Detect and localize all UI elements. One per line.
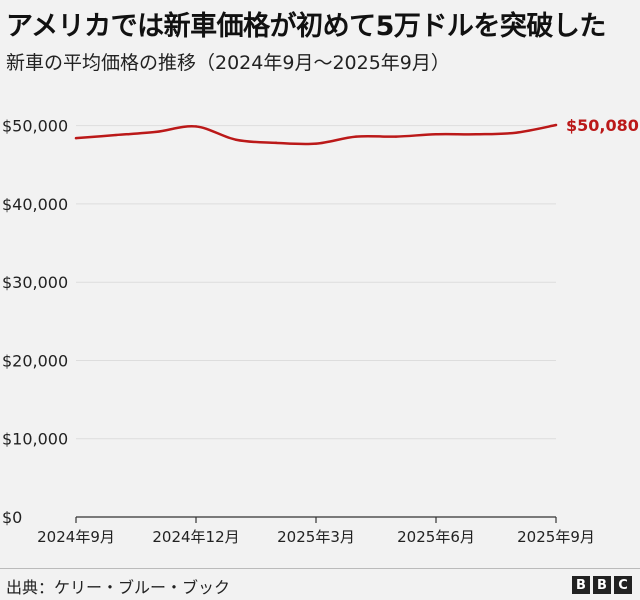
y-tick-label: $10,000 bbox=[2, 430, 68, 449]
footer-divider bbox=[0, 568, 640, 569]
y-tick-label: $50,000 bbox=[2, 117, 68, 136]
data-point bbox=[154, 130, 158, 134]
series-line bbox=[74, 123, 558, 146]
logo-letter: C bbox=[614, 576, 632, 594]
data-point bbox=[434, 133, 438, 136]
data-point bbox=[234, 138, 238, 141]
data-point bbox=[514, 131, 518, 134]
x-tick-label: 2024年12月 bbox=[152, 528, 239, 546]
x-tick-label: 2024年9月 bbox=[37, 528, 115, 546]
data-point bbox=[274, 141, 278, 145]
data-point bbox=[114, 133, 118, 137]
end-value-label: $50,080 bbox=[566, 116, 639, 135]
bbc-logo: B B C bbox=[572, 576, 632, 594]
source-note: 出典：ケリー・ブルー・ブック bbox=[6, 578, 231, 597]
data-point bbox=[394, 135, 398, 138]
chart-title: アメリカでは新車価格が初めて5万ドルを突破した bbox=[6, 11, 606, 42]
y-tick-label: $40,000 bbox=[2, 195, 68, 214]
logo-letter: B bbox=[572, 576, 590, 594]
y-tick-label: $0 bbox=[2, 508, 22, 527]
data-point bbox=[554, 123, 558, 127]
data-point bbox=[354, 135, 358, 138]
chart-subtitle: 新車の平均価格の推移（2024年9月～2025年9月） bbox=[6, 52, 450, 74]
x-tick-label: 2025年3月 bbox=[277, 528, 355, 546]
data-point bbox=[74, 136, 78, 140]
logo-letter: B bbox=[593, 576, 611, 594]
y-tick-label: $20,000 bbox=[2, 351, 68, 370]
x-tick-label: 2025年6月 bbox=[397, 528, 475, 546]
data-point bbox=[194, 125, 198, 128]
x-tick-label: 2025年9月 bbox=[517, 528, 595, 546]
data-point bbox=[474, 133, 478, 136]
y-tick-label: $30,000 bbox=[2, 273, 68, 292]
line-chart: $0 $10,000 $20,000 $30,000 $40,000 $50,000 202… bbox=[2, 116, 639, 546]
data-point bbox=[314, 142, 318, 145]
